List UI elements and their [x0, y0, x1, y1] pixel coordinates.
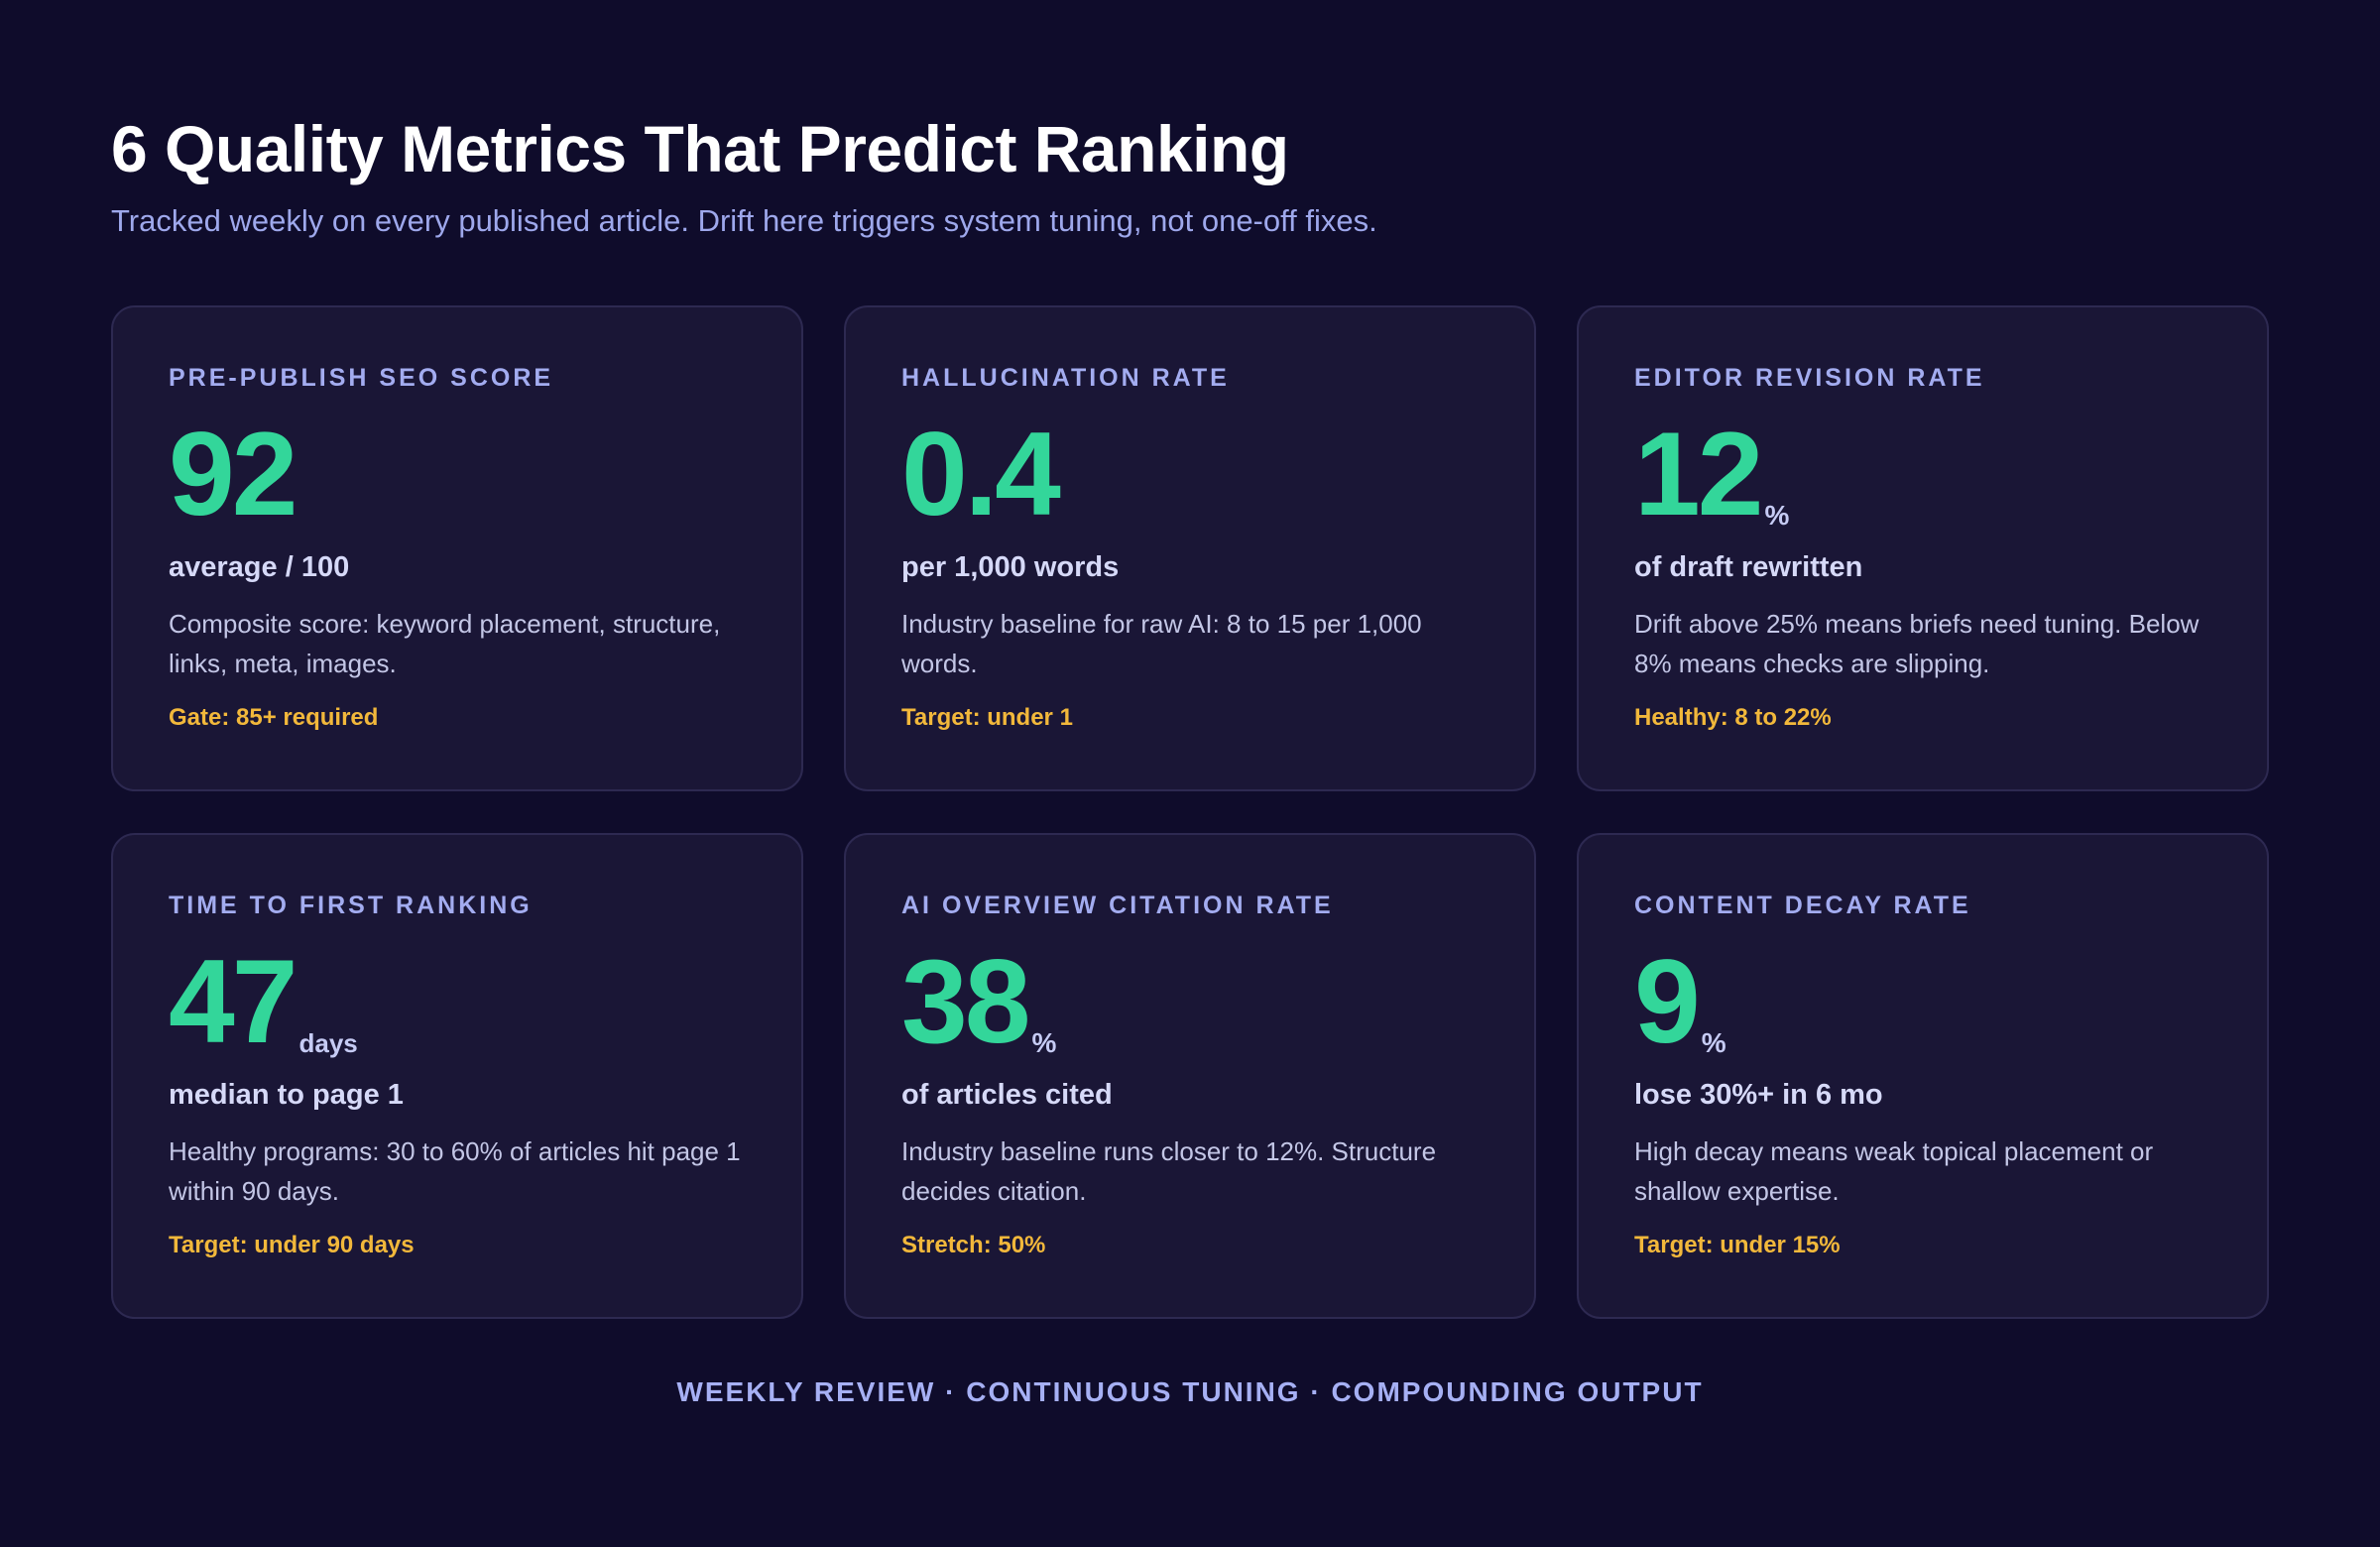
metric-unit: % — [1701, 1027, 1726, 1058]
metric-label: TIME TO FIRST RANKING — [169, 892, 533, 919]
metric-target: Target: under 90 days — [169, 1232, 415, 1258]
metric-card-editor-revision-rate: EDITOR REVISION RATE 12 % of draft rewri… — [1577, 305, 2269, 791]
metric-description: Healthy programs: 30 to 60% of articles … — [169, 1136, 741, 1206]
metrics-grid: PRE-PUBLISH SEO SCORE 92 average / 100 C… — [111, 305, 2269, 1319]
page-title: 6 Quality Metrics That Predict Ranking — [111, 112, 1289, 185]
metric-target: Gate: 85+ required — [169, 704, 379, 731]
metric-card-time-to-first-ranking: TIME TO FIRST RANKING 47 days median to … — [111, 833, 803, 1319]
metric-description: Composite score: keyword placement, stru… — [169, 609, 721, 678]
metric-headline: per 1,000 words — [901, 551, 1120, 583]
metric-card-content-decay-rate: CONTENT DECAY RATE 9 % lose 30%+ in 6 mo… — [1577, 833, 2269, 1319]
metric-value: 0.4 — [901, 408, 1061, 540]
metric-unit: days — [298, 1028, 358, 1058]
metric-unit: % — [1031, 1027, 1057, 1058]
metric-unit: % — [1764, 500, 1790, 531]
metric-target: Target: under 15% — [1634, 1232, 1841, 1258]
metric-label: AI OVERVIEW CITATION RATE — [901, 892, 1334, 919]
metric-description: Drift above 25% means briefs need tuning… — [1634, 609, 2200, 678]
metric-target: Stretch: 50% — [901, 1232, 1046, 1258]
metric-description: Industry baseline for raw AI: 8 to 15 pe… — [901, 609, 1422, 678]
metric-headline: of draft rewritten — [1634, 551, 1863, 583]
metric-value-row: 47 days — [169, 935, 746, 1068]
metric-value: 9 — [1634, 935, 1701, 1068]
metric-card-hallucination-rate: HALLUCINATION RATE 0.4 per 1,000 words I… — [844, 305, 1536, 791]
metric-target: Healthy: 8 to 22% — [1634, 704, 1832, 731]
metric-value: 92 — [169, 408, 298, 540]
metric-value-row: 0.4 — [901, 408, 1479, 540]
metric-value: 38 — [901, 935, 1030, 1068]
metric-value: 47 — [169, 935, 298, 1068]
metric-headline: lose 30%+ in 6 mo — [1634, 1079, 1883, 1111]
footer-tagline: WEEKLY REVIEW · CONTINUOUS TUNING · COMP… — [676, 1376, 1704, 1407]
metric-description: Industry baseline runs closer to 12%. St… — [901, 1136, 1437, 1206]
metric-value-row: 12 % — [1634, 408, 2211, 540]
metric-value-row: 38 % — [901, 935, 1479, 1068]
metrics-page: 6 Quality Metrics That Predict Ranking T… — [111, 0, 2269, 1547]
metric-label: CONTENT DECAY RATE — [1634, 892, 1971, 919]
metric-card-seo-score: PRE-PUBLISH SEO SCORE 92 average / 100 C… — [111, 305, 803, 791]
metric-label: HALLUCINATION RATE — [901, 364, 1230, 392]
metric-target: Target: under 1 — [901, 704, 1073, 731]
metric-label: EDITOR REVISION RATE — [1634, 364, 1985, 392]
metric-description: High decay means weak topical placement … — [1634, 1136, 2154, 1206]
metric-value-row: 92 — [169, 408, 746, 540]
metric-headline: of articles cited — [901, 1079, 1113, 1111]
metric-headline: median to page 1 — [169, 1079, 404, 1111]
metric-value-row: 9 % — [1634, 935, 2211, 1068]
metric-card-ai-overview-citation-rate: AI OVERVIEW CITATION RATE 38 % of articl… — [844, 833, 1536, 1319]
page-subtitle: Tracked weekly on every published articl… — [111, 203, 1377, 238]
metric-headline: average / 100 — [169, 551, 350, 583]
metric-label: PRE-PUBLISH SEO SCORE — [169, 364, 554, 392]
metric-value: 12 — [1634, 408, 1763, 540]
